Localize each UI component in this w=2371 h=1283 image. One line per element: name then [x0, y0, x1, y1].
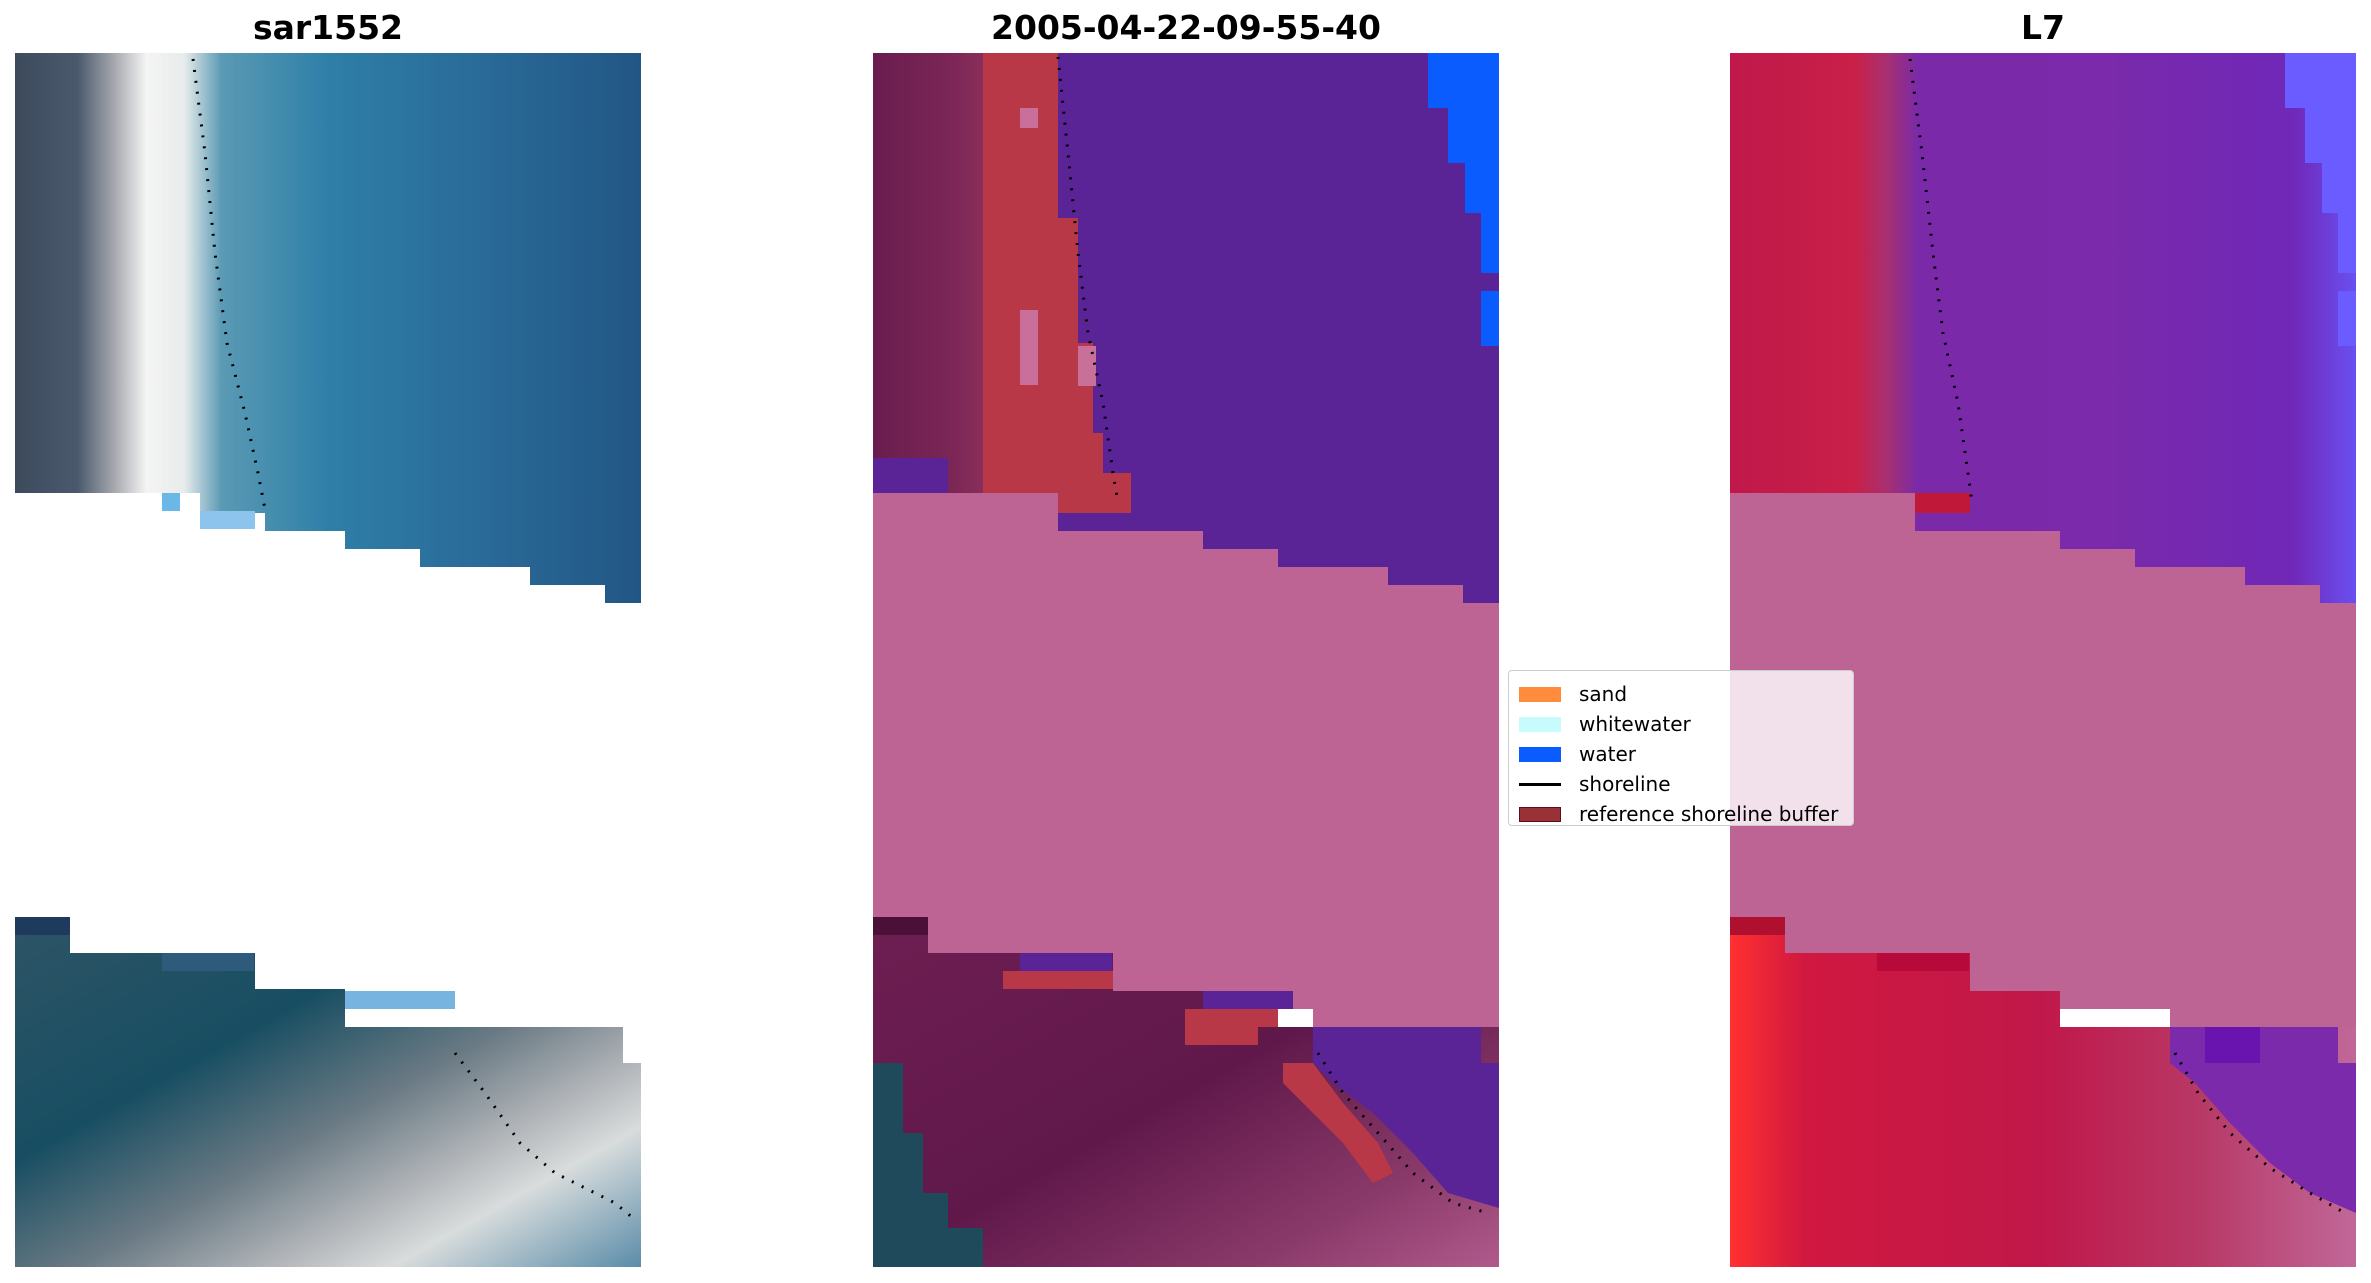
panel-title-classified: 2005-04-22-09-55-40: [991, 8, 1381, 47]
water-class-strip: [1428, 53, 1499, 273]
classified-water-patch: [1020, 953, 1112, 971]
sand-class-strip: [983, 53, 1131, 513]
rgb-water-patch: [162, 953, 254, 971]
l7-bottom-region: [1730, 917, 2356, 1267]
shoreline-dots-bottom: [1316, 1052, 1489, 1215]
rgb-bottom-region: [15, 917, 641, 1267]
legend-item-sand: sand: [1519, 679, 1843, 709]
legend-label: sand: [1579, 682, 1628, 706]
buffer-pink-speck: [1020, 310, 1038, 385]
sand-diagonal-bottom: [1283, 1063, 1393, 1183]
legend-label: whitewater: [1579, 712, 1691, 736]
legend-line-shoreline: [1519, 782, 1561, 786]
l7-image-panel: [1730, 53, 2356, 1267]
l7-red-patch: [1915, 493, 1970, 513]
buffer-pink-speck: [1020, 108, 1038, 128]
shoreline-dots: [191, 58, 267, 510]
rgb-dark-water-patch: [15, 917, 70, 935]
buffer-pink-speck: [1078, 346, 1096, 386]
legend-label: reference shoreline buffer: [1579, 802, 1839, 826]
land-region-top: [873, 53, 983, 493]
legend-swatch-sand: [1519, 686, 1561, 702]
legend-item-water: water: [1519, 739, 1843, 769]
rgb-top-region: [15, 53, 641, 603]
shoreline-dots: [1908, 58, 1974, 504]
l7-purple-dark-patch: [2205, 1027, 2260, 1063]
legend-label: shoreline: [1579, 772, 1671, 796]
classified-image-panel: [873, 53, 1499, 1267]
legend-item-whitewater: whitewater: [1519, 709, 1843, 739]
legend-item-shoreline: shoreline: [1519, 769, 1843, 799]
land-purple-patch: [873, 458, 948, 493]
rgb-whitewater-patch: [345, 991, 455, 1009]
l7-blue-patch: [2338, 291, 2356, 346]
l7-buffer-band: [1730, 493, 2356, 1063]
l7-dark-red-patch: [1730, 917, 1785, 935]
legend-swatch-whitewater: [1519, 716, 1561, 732]
l7-purple-bottom: [2170, 1027, 2356, 1213]
rgb-image-panel: [15, 53, 641, 1267]
legend-item-buffer: reference shoreline buffer: [1519, 799, 1843, 829]
classified-water-bottom: [1313, 1027, 1499, 1208]
shoreline-dots: [1056, 56, 1120, 504]
land-region-bottom: [873, 917, 1499, 1267]
sand-patch-bottom: [1185, 1009, 1278, 1045]
l7-blue-strip: [2285, 53, 2356, 273]
sand-patch: [1003, 971, 1113, 989]
panel-title-l7: L7: [2021, 8, 2065, 47]
l7-dark-red-patch: [1877, 953, 1969, 971]
rgb-whitewater-speck: [162, 493, 180, 511]
reference-buffer-band: [873, 493, 1499, 1063]
land-dark-patch: [873, 917, 928, 935]
water-class-patch: [1481, 291, 1499, 346]
classified-water-patch: [1203, 991, 1293, 1009]
legend-swatch-water: [1519, 746, 1561, 762]
legend: sand whitewater water shoreline referenc…: [1508, 670, 1854, 826]
rgb-whitewater-speck: [200, 511, 255, 529]
panel-title-rgb: sar1552: [252, 8, 404, 47]
teal-water-corner: [873, 1063, 983, 1267]
legend-swatch-buffer: [1519, 806, 1561, 822]
legend-label: water: [1579, 742, 1636, 766]
